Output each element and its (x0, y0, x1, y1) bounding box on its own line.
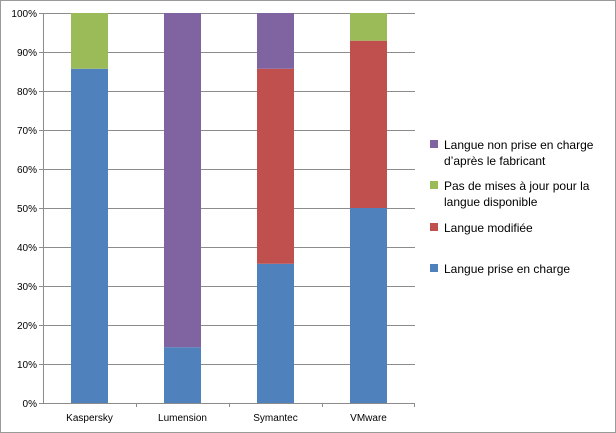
legend-label: Langue non prise en charge (444, 138, 594, 152)
bar-segment (350, 208, 387, 403)
bar-segment (257, 68, 294, 264)
legend-label: Pas de mises à jour pour la (444, 179, 590, 193)
y-tick-label: 70% (17, 126, 37, 137)
bar-segment (257, 13, 294, 69)
y-tick-label: 40% (17, 243, 37, 254)
x-tick-label: VMware (350, 413, 387, 424)
legend-swatch (430, 181, 438, 189)
bar-segment (71, 13, 108, 69)
y-tick-label: 10% (17, 360, 37, 371)
y-tick-label: 0% (23, 399, 38, 410)
legend-label: d’après le fabricant (444, 154, 546, 168)
legend-swatch (430, 223, 438, 231)
bar-segment (257, 263, 294, 403)
legend-label: Langue prise en charge (444, 262, 570, 276)
y-tick-label: 20% (17, 321, 37, 332)
legend-label: Langue modifiée (444, 221, 533, 235)
legend-label: langue disponible (444, 195, 538, 209)
bars (71, 13, 387, 404)
y-tick-label: 50% (17, 204, 37, 215)
x-tick-label: Lumension (158, 413, 207, 424)
x-tick-label: Kaspersky (66, 413, 113, 424)
legend: Langue non prise en charge d’après le fab… (430, 138, 594, 276)
bar-segment (164, 347, 201, 403)
y-tick-label: 90% (17, 48, 37, 59)
x-tick-label: Symantec (253, 413, 297, 424)
y-tick-label: 80% (17, 87, 37, 98)
bar-segment (164, 13, 201, 348)
axes: 0% 10% 20% 30% 40% 50% 60% 70% 80% 90% 100% Kaspers… (11, 9, 415, 424)
y-tick-label: 30% (17, 282, 37, 293)
legend-swatch (430, 264, 438, 272)
bar-segment (71, 68, 108, 404)
bar-segment (350, 40, 387, 208)
y-tick-label: 60% (17, 165, 37, 176)
bar-segment (350, 13, 387, 41)
legend-swatch (430, 140, 438, 148)
y-tick-label: 100% (11, 9, 37, 20)
